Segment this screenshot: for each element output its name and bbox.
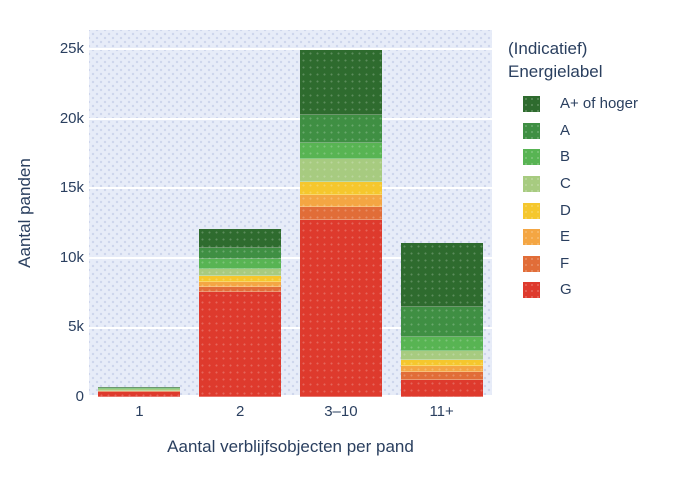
bar-3-10-segment-f[interactable] xyxy=(299,206,382,220)
legend-swatch-d-icon xyxy=(523,202,540,219)
legend-item-label: G xyxy=(560,281,572,299)
legend-item-label: C xyxy=(560,175,571,193)
bar-2-segment-a[interactable] xyxy=(199,248,282,260)
y-tick-label-5k: 5k xyxy=(68,318,84,336)
y-tick-label-15k: 15k xyxy=(59,179,84,197)
legend-item-f[interactable]: F xyxy=(508,251,668,278)
bar-1[interactable] xyxy=(98,387,181,397)
bar-2-segment-b[interactable] xyxy=(199,259,282,270)
legend-swatch-e-icon xyxy=(523,229,540,246)
legend-swatch-f-icon xyxy=(523,255,540,272)
x-tick-label-11: 11+ xyxy=(429,403,454,420)
legend-item-label: A xyxy=(560,121,571,139)
legend-item-label: E xyxy=(560,228,571,246)
bar-11-segment-c[interactable] xyxy=(400,351,483,361)
legend-title: (Indicatief) Energielabel xyxy=(508,37,668,83)
y-tick-label-0: 0 xyxy=(75,388,84,405)
bar-11[interactable] xyxy=(400,242,483,397)
bar-1-segment-g[interactable] xyxy=(98,391,181,397)
legend-item-label: A+ of hoger xyxy=(560,95,638,113)
legend-item-label: D xyxy=(560,201,571,219)
bar-11-segment-b[interactable] xyxy=(400,336,483,352)
gridline-5k xyxy=(89,326,492,329)
bar-2-segment-e[interactable] xyxy=(199,281,282,287)
bar-2-segment-a-of-hoger[interactable] xyxy=(199,228,282,249)
legend-items: A+ of hoger A B C D E F G xyxy=(508,91,668,304)
bar-3-10-segment-c[interactable] xyxy=(299,159,382,183)
legend-title-line1: (Indicatief) xyxy=(508,39,588,58)
legend-item-e[interactable]: E xyxy=(508,224,668,251)
bar-11-segment-g[interactable] xyxy=(400,379,483,397)
legend-item-a[interactable]: A xyxy=(508,118,668,145)
bar-3-10-segment-e[interactable] xyxy=(299,194,382,207)
bar-2[interactable] xyxy=(199,228,282,397)
bar-2-segment-g[interactable] xyxy=(199,292,282,397)
legend-item-d[interactable]: D xyxy=(508,197,668,224)
gridline-10k xyxy=(89,257,492,259)
y-tick-label-25k: 25k xyxy=(59,40,84,58)
bar-1-segment-c[interactable] xyxy=(98,389,181,392)
bar-2-segment-f[interactable] xyxy=(199,286,282,293)
y-tick-label-10k: 10k xyxy=(59,248,84,266)
bar-3-10[interactable] xyxy=(299,49,382,397)
legend-title-line2: Energielabel xyxy=(508,62,603,81)
y-tick-label-20k: 20k xyxy=(59,109,84,127)
bar-3-10-segment-a[interactable] xyxy=(299,114,382,143)
y-axis-title: Aantal panden xyxy=(15,158,34,268)
bar-3-10-segment-b[interactable] xyxy=(299,142,382,160)
x-tick-label-3-10: 3–10 xyxy=(324,403,358,420)
x-tick-label-2: 2 xyxy=(235,403,245,420)
gridline-0 xyxy=(89,395,492,397)
legend-swatch-a-icon xyxy=(523,122,540,139)
bar-11-segment-f[interactable] xyxy=(400,371,483,380)
bar-1-segment-a[interactable] xyxy=(98,387,181,389)
legend-swatch-c-icon xyxy=(523,176,540,193)
bar-11-segment-a-of-hoger[interactable] xyxy=(400,242,483,307)
legend-item-g[interactable]: G xyxy=(508,277,668,304)
legend-item-c[interactable]: C xyxy=(508,171,668,198)
plot-area xyxy=(89,30,492,397)
bar-11-segment-d[interactable] xyxy=(400,360,483,367)
x-axis-title: Aantal verblijfsobjecten per pand xyxy=(167,437,414,456)
gridline-15k xyxy=(89,187,492,190)
bar-3-10-segment-d[interactable] xyxy=(299,182,382,195)
bar-2-segment-d[interactable] xyxy=(199,276,282,282)
bar-2-segment-c[interactable] xyxy=(199,269,282,277)
legend-item-b[interactable]: B xyxy=(508,144,668,171)
legend-swatch-b-icon xyxy=(523,149,540,166)
legend-swatch-a-of-hoger-icon xyxy=(523,96,540,113)
legend-item-a-of-hoger[interactable]: A+ of hoger xyxy=(508,91,668,118)
bar-11-segment-a[interactable] xyxy=(400,306,483,337)
gridline-25k xyxy=(89,48,492,51)
bar-3-10-segment-a-of-hoger[interactable] xyxy=(299,49,382,115)
legend-item-label: B xyxy=(560,148,571,166)
x-tick-label-1: 1 xyxy=(135,403,144,420)
legend-item-label: F xyxy=(560,254,570,272)
bar-3-10-segment-g[interactable] xyxy=(299,219,382,397)
legend-swatch-g-icon xyxy=(523,282,540,299)
bar-11-segment-e[interactable] xyxy=(400,366,483,372)
legend: (Indicatief) Energielabel A+ of hoger A B C… xyxy=(508,37,668,304)
bar-1-segment-b[interactable] xyxy=(98,388,181,390)
gridline-20k xyxy=(89,117,492,120)
